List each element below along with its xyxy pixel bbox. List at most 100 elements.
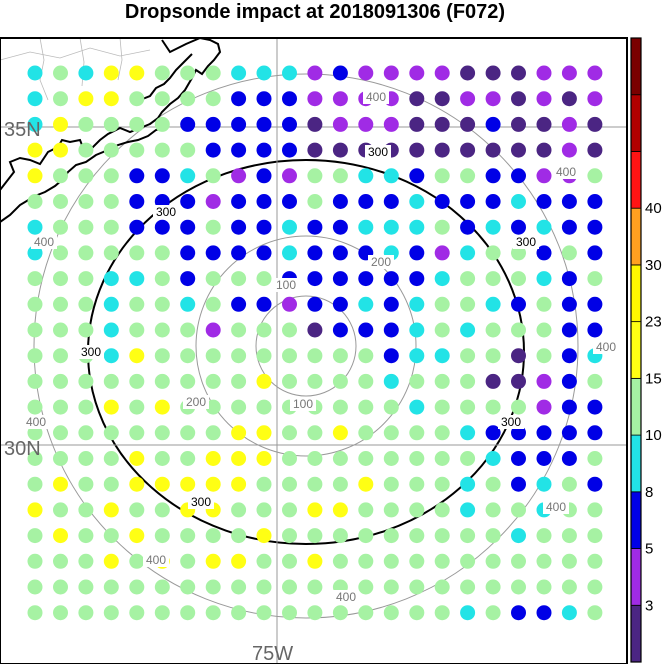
impact-dot bbox=[587, 245, 603, 261]
impact-dot bbox=[307, 348, 323, 364]
impact-dot bbox=[78, 399, 94, 415]
impact-dot bbox=[511, 528, 526, 544]
impact-dot bbox=[485, 528, 501, 544]
impact-dot bbox=[180, 348, 196, 364]
impact-dot bbox=[282, 605, 297, 621]
impact-dot bbox=[27, 579, 43, 595]
impact-dot bbox=[561, 605, 577, 621]
impact-dot bbox=[231, 245, 247, 261]
impact-dot bbox=[460, 168, 476, 184]
colorbar-box-8 bbox=[630, 151, 642, 209]
impact-dot bbox=[129, 142, 145, 158]
impact-dot bbox=[409, 399, 425, 415]
impact-dot bbox=[282, 142, 297, 158]
impact-dot bbox=[536, 528, 552, 544]
impact-dot bbox=[536, 245, 552, 261]
ring-label-400-2: 400 bbox=[34, 235, 54, 249]
impact-dot bbox=[231, 605, 247, 621]
impact-dot bbox=[460, 296, 476, 312]
impact-dot bbox=[485, 476, 501, 492]
impact-dot bbox=[587, 373, 603, 389]
impact-dot bbox=[180, 451, 196, 466]
impact-dot bbox=[587, 399, 603, 415]
impact-dot bbox=[78, 142, 94, 158]
impact-dot bbox=[332, 348, 348, 364]
impact-dot bbox=[511, 373, 526, 389]
impact-dot bbox=[511, 553, 526, 569]
impact-dot bbox=[485, 219, 501, 235]
impact-dot bbox=[53, 451, 68, 466]
impact-dot bbox=[332, 245, 348, 261]
impact-dot bbox=[536, 65, 552, 81]
impact-dot bbox=[205, 322, 221, 338]
impact-dot bbox=[332, 528, 348, 544]
impact-dot bbox=[460, 219, 476, 235]
impact-dot bbox=[27, 271, 43, 287]
impact-dot bbox=[78, 502, 94, 518]
impact-dot bbox=[460, 579, 476, 595]
ring-label-300-0: 300 bbox=[156, 205, 176, 219]
impact-dot bbox=[205, 271, 221, 287]
impact-dot bbox=[180, 322, 196, 338]
impact-dot bbox=[485, 142, 501, 158]
impact-dot bbox=[383, 476, 399, 492]
impact-dot bbox=[383, 425, 399, 441]
impact-dot bbox=[129, 194, 145, 209]
impact-dot bbox=[205, 142, 221, 158]
impact-dot bbox=[383, 579, 399, 595]
impact-dot bbox=[460, 476, 476, 492]
impact-dot bbox=[485, 296, 501, 312]
colorbar-tick-3: 3 bbox=[645, 597, 653, 614]
impact-dot bbox=[154, 296, 170, 312]
impact-dot bbox=[282, 502, 297, 518]
impact-dot bbox=[434, 528, 450, 544]
label-75w: 75W bbox=[252, 643, 293, 664]
ring-label-400-6: 400 bbox=[146, 553, 166, 567]
impact-dot bbox=[129, 322, 145, 338]
impact-dot bbox=[154, 451, 170, 466]
impact-dot bbox=[256, 168, 272, 184]
impact-dot bbox=[129, 502, 145, 518]
impact-dot bbox=[53, 219, 68, 235]
impact-dot bbox=[332, 476, 348, 492]
impact-dot bbox=[78, 219, 94, 235]
impact-dot bbox=[536, 271, 552, 287]
impact-dot bbox=[460, 116, 476, 132]
impact-dot bbox=[460, 65, 476, 81]
ring-label-300-2: 300 bbox=[516, 235, 536, 249]
impact-dot bbox=[434, 399, 450, 415]
impact-dot bbox=[332, 142, 348, 158]
impact-dot bbox=[307, 451, 323, 466]
impact-dot bbox=[103, 528, 119, 544]
impact-dot bbox=[231, 348, 247, 364]
impact-dot bbox=[180, 116, 196, 132]
impact-dot bbox=[460, 502, 476, 518]
impact-dot bbox=[485, 373, 501, 389]
impact-dot bbox=[358, 65, 374, 81]
impact-dot bbox=[434, 245, 450, 261]
impact-dot bbox=[358, 373, 374, 389]
impact-dot bbox=[332, 296, 348, 312]
impact-dot bbox=[154, 605, 170, 621]
impact-dot bbox=[485, 322, 501, 338]
impact-dot bbox=[53, 528, 68, 544]
impact-dot bbox=[383, 348, 399, 364]
impact-dot bbox=[307, 168, 323, 184]
impact-dot bbox=[332, 116, 348, 132]
impact-dot bbox=[256, 91, 272, 107]
impact-dot bbox=[129, 528, 145, 544]
impact-dot bbox=[282, 425, 297, 441]
impact-dot bbox=[434, 579, 450, 595]
impact-dot bbox=[511, 476, 526, 492]
impact-dot bbox=[409, 476, 425, 492]
impact-dot bbox=[485, 579, 501, 595]
impact-dot bbox=[561, 399, 577, 415]
impact-dot bbox=[205, 451, 221, 466]
impact-dot bbox=[103, 142, 119, 158]
ring-label-400-0: 400 bbox=[366, 90, 386, 104]
impact-dot bbox=[256, 296, 272, 312]
impact-dot bbox=[434, 322, 450, 338]
impact-dot bbox=[53, 605, 68, 621]
impact-dot bbox=[460, 245, 476, 261]
impact-dot bbox=[180, 579, 196, 595]
